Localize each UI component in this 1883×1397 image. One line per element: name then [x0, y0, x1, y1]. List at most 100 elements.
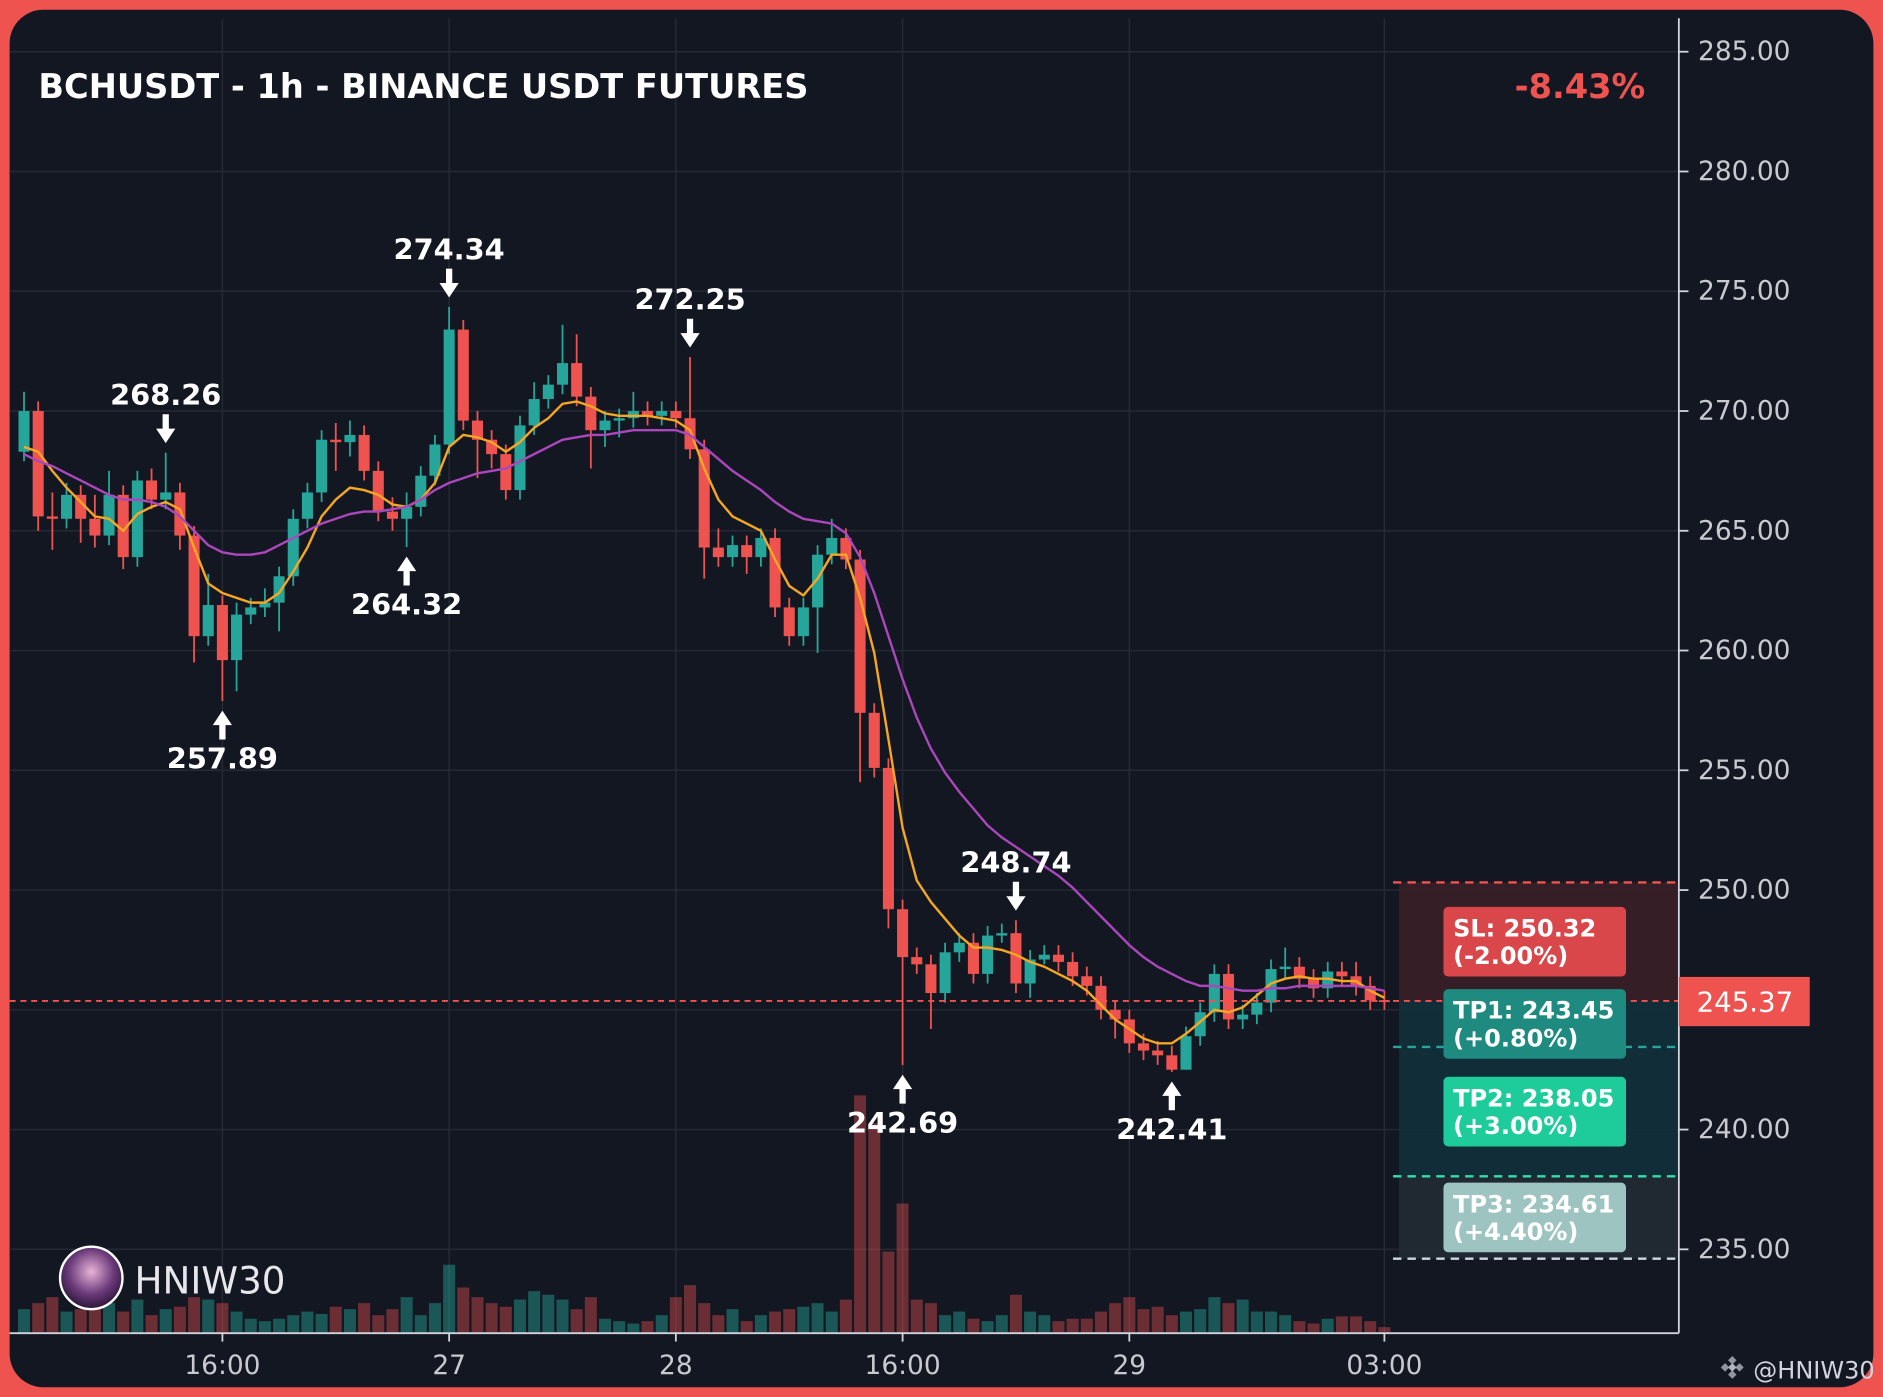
- level-box: [1443, 1182, 1627, 1253]
- annotation-label: 272.25: [634, 282, 745, 316]
- volume-bar: [1350, 1316, 1363, 1334]
- candle-body: [330, 439, 342, 443]
- volume-bar: [1123, 1297, 1136, 1334]
- volume-bar: [329, 1306, 342, 1334]
- candle-body: [216, 605, 228, 661]
- candle-body: [131, 480, 143, 558]
- candle-body: [1308, 978, 1320, 989]
- volume-bar: [839, 1299, 852, 1334]
- volume-bar: [854, 1095, 867, 1334]
- volume-bar: [981, 1321, 994, 1334]
- volume-bar: [499, 1306, 512, 1334]
- volume-bar: [924, 1303, 937, 1334]
- volume-bar: [570, 1309, 583, 1334]
- volume-bar: [754, 1315, 767, 1334]
- candle-body: [1265, 969, 1277, 1003]
- volume-bar: [995, 1315, 1008, 1334]
- volume-bar: [188, 1297, 201, 1334]
- candle-body: [613, 418, 625, 421]
- candle-body: [1109, 1009, 1121, 1020]
- level-label: SL: 250.32: [1453, 914, 1596, 942]
- candle-body: [160, 492, 172, 500]
- candle-body: [188, 535, 200, 637]
- last-price-label: 245.37: [1697, 986, 1794, 1019]
- annotation-label: 242.69: [847, 1106, 958, 1140]
- candle-body: [429, 444, 441, 476]
- candle-body: [415, 475, 427, 507]
- level-box: [1443, 1076, 1627, 1147]
- volume-bar: [868, 1123, 881, 1334]
- volume-bar: [485, 1303, 498, 1334]
- annotation-arrow: [156, 414, 176, 444]
- level-label: TP2: 238.05: [1453, 1084, 1614, 1112]
- moving-average: [23, 428, 1385, 992]
- volume-bar: [613, 1321, 626, 1334]
- level-pct: (+3.00%): [1453, 1112, 1578, 1140]
- candle-body: [259, 602, 271, 608]
- candle-body: [1052, 954, 1064, 962]
- candle-body: [500, 454, 512, 491]
- candle-body: [1095, 985, 1107, 1010]
- annotation-arrow: [1162, 1081, 1182, 1111]
- volume-bar: [1009, 1294, 1022, 1334]
- last-price-box: [1678, 976, 1810, 1027]
- level-box: [1443, 906, 1627, 977]
- volume-bar: [457, 1287, 470, 1334]
- candle-body: [1279, 966, 1291, 970]
- candle-body: [882, 767, 894, 910]
- volume-bar: [400, 1297, 413, 1334]
- candle-body: [585, 396, 597, 431]
- volume-bar: [1151, 1306, 1164, 1334]
- annotation-label: 242.41: [1116, 1112, 1227, 1146]
- volume-bar: [428, 1303, 441, 1334]
- annotations: 268.26 257.89 264.32 274.34 272.25 242.69 248.…: [110, 232, 1227, 1146]
- volume-bar: [1307, 1323, 1320, 1334]
- annotation-arrow: [212, 710, 233, 740]
- volume-bar: [1222, 1303, 1235, 1334]
- volume-bar: [627, 1323, 640, 1334]
- candle-body: [1067, 961, 1079, 977]
- annotation-arrow: [397, 556, 417, 586]
- candle-body: [1081, 976, 1093, 986]
- candle-body: [840, 537, 852, 560]
- x-tick-label: 16:00: [865, 1350, 941, 1381]
- change: -8.43%: [1515, 67, 1646, 106]
- candle-body: [528, 399, 540, 426]
- volume-bar: [1378, 1327, 1391, 1334]
- candle-body: [911, 957, 923, 965]
- volume-bar: [712, 1315, 725, 1334]
- chart-title: BCHUSDT - 1h - BINANCE USDT FUTURES: [38, 67, 808, 106]
- y-tick-label: 280.00: [1698, 156, 1790, 187]
- volume-bar: [1038, 1315, 1051, 1334]
- candle-body: [1180, 1036, 1192, 1070]
- volume-bar: [1194, 1309, 1207, 1334]
- candle-body: [89, 518, 101, 536]
- volume-bar: [117, 1311, 130, 1334]
- candle-body: [486, 439, 498, 455]
- candle-body: [273, 576, 285, 603]
- candle-body: [46, 516, 58, 519]
- volume-bar: [655, 1315, 668, 1334]
- candle-body: [996, 933, 1008, 936]
- y-tick-label: 240.00: [1698, 1114, 1790, 1145]
- volume-bar: [159, 1309, 172, 1334]
- volume-bar: [698, 1303, 711, 1334]
- level-pct: (+4.40%): [1453, 1218, 1578, 1246]
- candle-body: [344, 434, 356, 443]
- candle-body: [231, 614, 243, 661]
- annotation-label: 274.34: [394, 232, 505, 266]
- y-tick-label: 265.00: [1698, 515, 1790, 546]
- volume: [18, 1095, 1391, 1334]
- volume-bar: [1364, 1321, 1377, 1334]
- candle-body: [953, 942, 965, 953]
- candle-body: [202, 605, 214, 637]
- volume-bar: [443, 1264, 456, 1334]
- candle-body: [75, 494, 87, 519]
- annotation-arrow: [892, 1074, 913, 1104]
- candle-body: [1336, 971, 1348, 977]
- level-pct: (+0.80%): [1453, 1024, 1578, 1052]
- candle-body: [868, 712, 880, 768]
- candle-body: [1123, 1019, 1135, 1044]
- volume-bar: [74, 1309, 87, 1334]
